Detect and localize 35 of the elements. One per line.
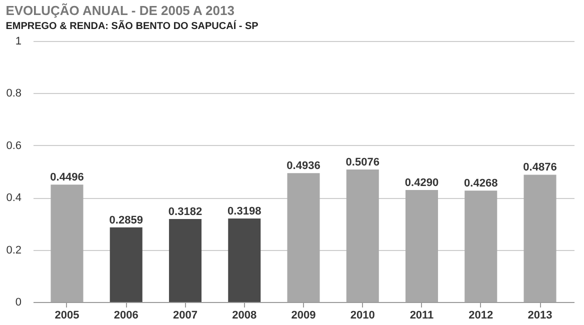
- x-tick-label: 2010: [350, 310, 375, 322]
- x-tick-label: 2011: [410, 310, 434, 322]
- y-tick-label: 1: [15, 36, 22, 48]
- chart-title: EVOLUÇÃO ANUAL - DE 2005 A 2013: [6, 3, 234, 18]
- y-tick-label: 0.2: [6, 244, 22, 256]
- bar: [287, 173, 320, 302]
- bar: [464, 190, 498, 302]
- x-tick-label: 2006: [114, 310, 138, 322]
- data-label: 0.2859: [109, 214, 143, 226]
- data-label: 0.4290: [404, 177, 439, 190]
- data-label: 0.4876: [523, 162, 557, 174]
- data-label: 0.4936: [286, 160, 320, 172]
- data-label: 0.3198: [228, 206, 262, 218]
- y-tick-label: 0.6: [6, 140, 22, 152]
- x-tick-label: 2008: [232, 310, 257, 322]
- bar: [524, 174, 556, 302]
- data-label: 0.4496: [50, 172, 84, 184]
- bar: [110, 227, 142, 302]
- x-tick-label: 2009: [291, 310, 316, 322]
- data-label: 0.5076: [346, 156, 380, 169]
- bar: [228, 218, 261, 302]
- bar: [405, 190, 438, 302]
- x-tick-label: 2007: [173, 310, 198, 322]
- bar: [50, 184, 84, 302]
- data-label: 0.3182: [168, 206, 202, 218]
- y-tick-label: 0.8: [6, 88, 22, 100]
- bar: [168, 218, 202, 302]
- chart-subtitle: EMPREGO & RENDA: SÃO BENTO DO SAPUCAÍ - SP: [6, 20, 259, 32]
- y-tick-label: 0: [15, 296, 22, 308]
- y-tick-label: 0.4: [6, 192, 22, 204]
- bar: [346, 170, 379, 302]
- x-tick-label: 2013: [528, 310, 552, 322]
- data-label: 0.4268: [464, 178, 498, 190]
- x-tick-label: 2012: [468, 310, 494, 322]
- x-tick-label: 2005: [54, 310, 80, 322]
